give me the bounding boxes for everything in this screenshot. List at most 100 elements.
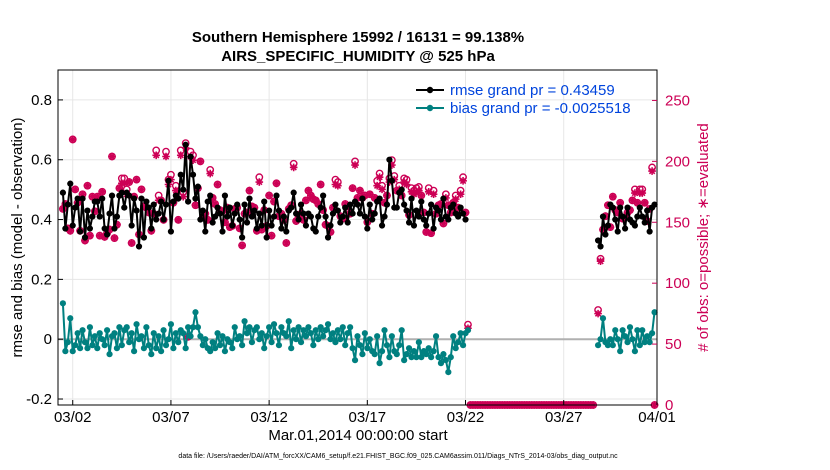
bias-point xyxy=(339,324,346,331)
obs-evaluated-marker xyxy=(427,229,435,238)
x-tick-label: 03/22 xyxy=(447,409,485,426)
bias-point xyxy=(607,336,614,343)
bias-point xyxy=(79,327,86,334)
bias-point xyxy=(337,336,344,343)
obs-evaluated-marker xyxy=(334,181,342,190)
obs-evaluated-marker xyxy=(319,206,327,214)
bias-point xyxy=(165,336,172,343)
rmse-point xyxy=(462,216,469,223)
obs-evaluated-marker xyxy=(392,186,401,195)
obs-evaluated-marker xyxy=(415,186,423,195)
bias-point xyxy=(413,354,420,361)
bias-point xyxy=(187,333,194,340)
bias-point xyxy=(256,336,263,343)
bias-point xyxy=(457,330,464,337)
bias-point xyxy=(273,330,280,337)
bias-point xyxy=(393,351,400,358)
bias-point xyxy=(59,300,67,307)
bias-point xyxy=(81,339,89,346)
bias-point xyxy=(116,324,123,331)
rmse-point xyxy=(297,201,305,208)
bias-point xyxy=(192,309,199,316)
bias-point xyxy=(418,354,425,361)
obs-evaluated-marker xyxy=(189,156,197,164)
obs-evaluated-marker xyxy=(373,181,381,190)
rmse-point xyxy=(450,201,457,208)
rmse-point xyxy=(634,213,641,220)
rmse-point xyxy=(295,216,302,223)
rmse-point xyxy=(207,192,214,199)
y-tick-label: 0 xyxy=(44,331,52,348)
rmse-point xyxy=(243,219,251,226)
obs-evaluated-marker xyxy=(206,169,215,178)
rmse-point xyxy=(81,234,89,241)
rmse-point xyxy=(636,204,643,211)
rmse-point xyxy=(364,225,371,232)
bias-point xyxy=(167,321,175,328)
rmse-point xyxy=(84,207,91,214)
rmse-point xyxy=(435,207,442,214)
bias-point xyxy=(275,342,283,349)
bias-point xyxy=(388,333,395,340)
obs-evaluated-marker xyxy=(388,161,396,169)
bias-point xyxy=(464,327,472,334)
obs-evaluated-marker xyxy=(633,198,642,207)
obs-evaluated-marker xyxy=(196,157,205,166)
rmse-point xyxy=(219,228,226,235)
bias-point xyxy=(612,327,619,334)
rmse-point xyxy=(212,213,219,220)
rmse-point xyxy=(128,222,135,229)
rmse-point xyxy=(234,201,241,208)
bias-point xyxy=(162,342,170,349)
rmse-point xyxy=(290,189,297,196)
obs-evaluated-marker xyxy=(648,167,656,175)
y-right-tick-label: 0 xyxy=(665,397,673,414)
bias-point xyxy=(305,324,312,331)
rmse-point xyxy=(376,195,383,202)
bias-point xyxy=(366,336,373,343)
obs-evaluated-marker xyxy=(86,231,94,240)
obs-evaluated-marker xyxy=(616,198,624,207)
bias-point xyxy=(67,315,74,322)
rmse-point xyxy=(256,210,263,217)
bias-point xyxy=(99,336,106,343)
obs-evaluated-marker xyxy=(594,309,602,318)
rmse-point xyxy=(177,171,184,178)
obs-evaluated-marker xyxy=(628,196,637,205)
rmse-point xyxy=(302,222,310,229)
obs-evaluated-marker xyxy=(378,185,386,194)
rmse-point xyxy=(614,228,621,235)
rmse-point xyxy=(216,210,224,217)
x-tick-label: 03/27 xyxy=(545,409,583,426)
rmse-point xyxy=(113,213,121,220)
bias-point xyxy=(644,333,651,340)
bias-point xyxy=(197,333,204,340)
obs-evaluated-marker xyxy=(304,186,313,195)
rmse-point xyxy=(221,192,229,199)
rmse-point xyxy=(428,201,435,208)
obs-evaluated-marker xyxy=(422,228,431,236)
rmse-point xyxy=(248,213,256,220)
rmse-point xyxy=(86,225,94,232)
bias-point xyxy=(199,342,206,349)
tick-marks xyxy=(58,99,658,406)
bias-point xyxy=(322,327,329,334)
bias-point xyxy=(150,330,157,337)
chart-title-line2: AIRS_SPECIFIC_HUMIDITY @ 525 hPa xyxy=(221,48,495,65)
bias-point xyxy=(351,357,359,364)
rmse-point xyxy=(415,213,422,220)
bias-point xyxy=(89,342,96,349)
obs-evaluated-marker xyxy=(402,180,411,189)
bias-point xyxy=(111,330,118,337)
bias-point xyxy=(452,345,459,352)
bias-point xyxy=(113,345,121,352)
bias-point xyxy=(626,324,634,331)
rmse-point xyxy=(131,195,138,202)
rmse-point xyxy=(278,225,285,232)
bias-point xyxy=(248,339,256,346)
obs-evaluated-marker xyxy=(95,231,104,240)
obs-markers xyxy=(59,135,659,409)
obs-evaluated-marker xyxy=(626,206,634,214)
obs-evaluated-marker xyxy=(309,195,318,203)
rmse-point xyxy=(410,222,418,229)
